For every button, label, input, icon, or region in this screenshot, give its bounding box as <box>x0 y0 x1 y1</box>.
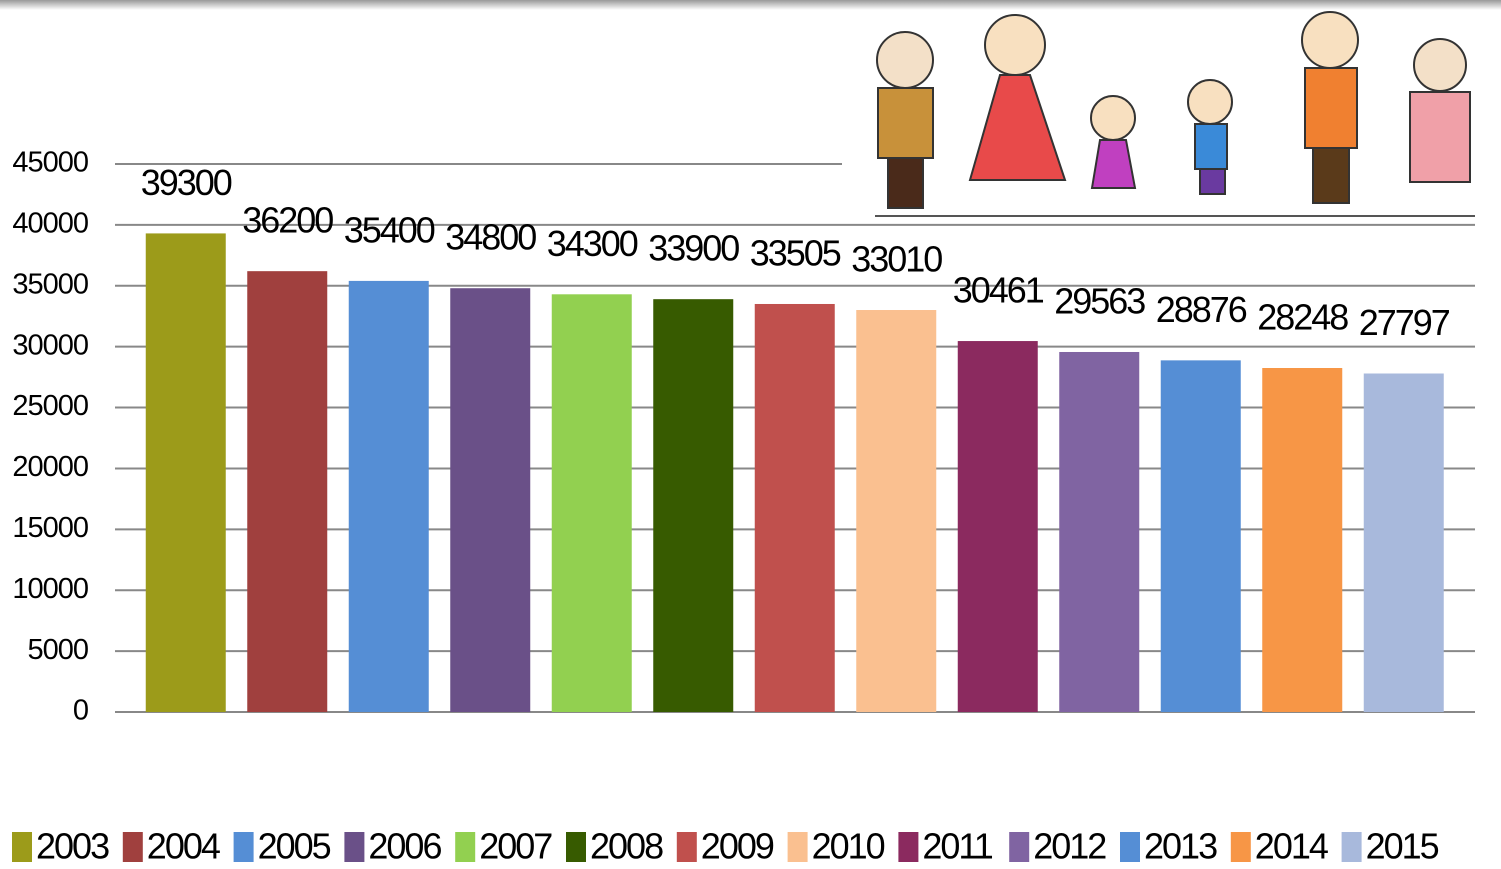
bar <box>349 281 429 712</box>
bar <box>146 233 226 712</box>
legend-label: 2015 <box>1366 826 1439 867</box>
legend-label: 2004 <box>147 826 220 867</box>
data-label: 28876 <box>1156 289 1247 330</box>
legend-swatch <box>898 832 918 862</box>
legend-label: 2013 <box>1144 826 1217 867</box>
data-label: 28248 <box>1257 297 1348 338</box>
legend-swatch <box>12 832 32 862</box>
data-label: 29563 <box>1054 281 1145 322</box>
y-tick-label: 20000 <box>12 451 88 483</box>
legend-label: 2011 <box>922 826 992 867</box>
y-tick-label: 45000 <box>12 147 88 179</box>
legend-swatch <box>344 832 364 862</box>
y-tick-label: 40000 <box>12 208 88 240</box>
legend-label: 2006 <box>368 826 441 867</box>
legend-swatch <box>566 832 586 862</box>
legend-swatch <box>234 832 254 862</box>
data-label: 27797 <box>1359 302 1450 343</box>
data-label: 36200 <box>242 200 333 241</box>
bar <box>552 294 632 712</box>
bars <box>146 233 1444 712</box>
bar <box>653 299 733 712</box>
data-label: 33010 <box>851 239 942 280</box>
bar <box>1364 373 1444 712</box>
bar <box>1059 352 1139 712</box>
legend-label: 2007 <box>479 826 552 867</box>
data-label: 34800 <box>445 217 536 258</box>
bar <box>247 271 327 712</box>
legend-label: 2008 <box>590 826 663 867</box>
legend-swatch <box>1342 832 1362 862</box>
legend-swatch <box>1009 832 1029 862</box>
y-tick-label: 35000 <box>12 268 88 300</box>
bar <box>856 310 936 712</box>
data-label: 30461 <box>953 270 1044 311</box>
legend-swatch <box>123 832 143 862</box>
legend-label: 2014 <box>1255 826 1328 867</box>
bar <box>1262 368 1342 712</box>
data-label: 34300 <box>547 223 638 264</box>
data-label: 39300 <box>141 162 232 203</box>
legend-swatch <box>788 832 808 862</box>
legend-swatch <box>1120 832 1140 862</box>
top-shadow <box>0 0 1501 10</box>
legend-swatch <box>677 832 697 862</box>
y-tick-label: 5000 <box>27 634 88 666</box>
y-tick-label: 0 <box>73 695 88 727</box>
legend-swatch <box>455 832 475 862</box>
data-label: 35400 <box>344 209 435 250</box>
bar <box>450 288 530 712</box>
legend-label: 2012 <box>1033 826 1106 867</box>
y-tick-label: 30000 <box>12 329 88 361</box>
legend-swatch <box>1231 832 1251 862</box>
legend-label: 2005 <box>258 826 331 867</box>
data-label: 33900 <box>648 228 739 269</box>
legend-label: 2009 <box>701 826 774 867</box>
bar <box>755 304 835 712</box>
y-tick-label: 25000 <box>12 390 88 422</box>
chart: 0 5000 10000 15000 20000 25000 30000 35000 40000… <box>0 0 1501 869</box>
legend-label: 2003 <box>36 826 109 867</box>
y-tick-label: 15000 <box>12 512 88 544</box>
legend-label: 2010 <box>812 826 885 867</box>
bar <box>1161 360 1241 712</box>
bar <box>958 341 1038 712</box>
y-tick-label: 10000 <box>12 573 88 605</box>
data-label: 33505 <box>750 232 841 273</box>
family-illustration <box>842 12 1492 220</box>
